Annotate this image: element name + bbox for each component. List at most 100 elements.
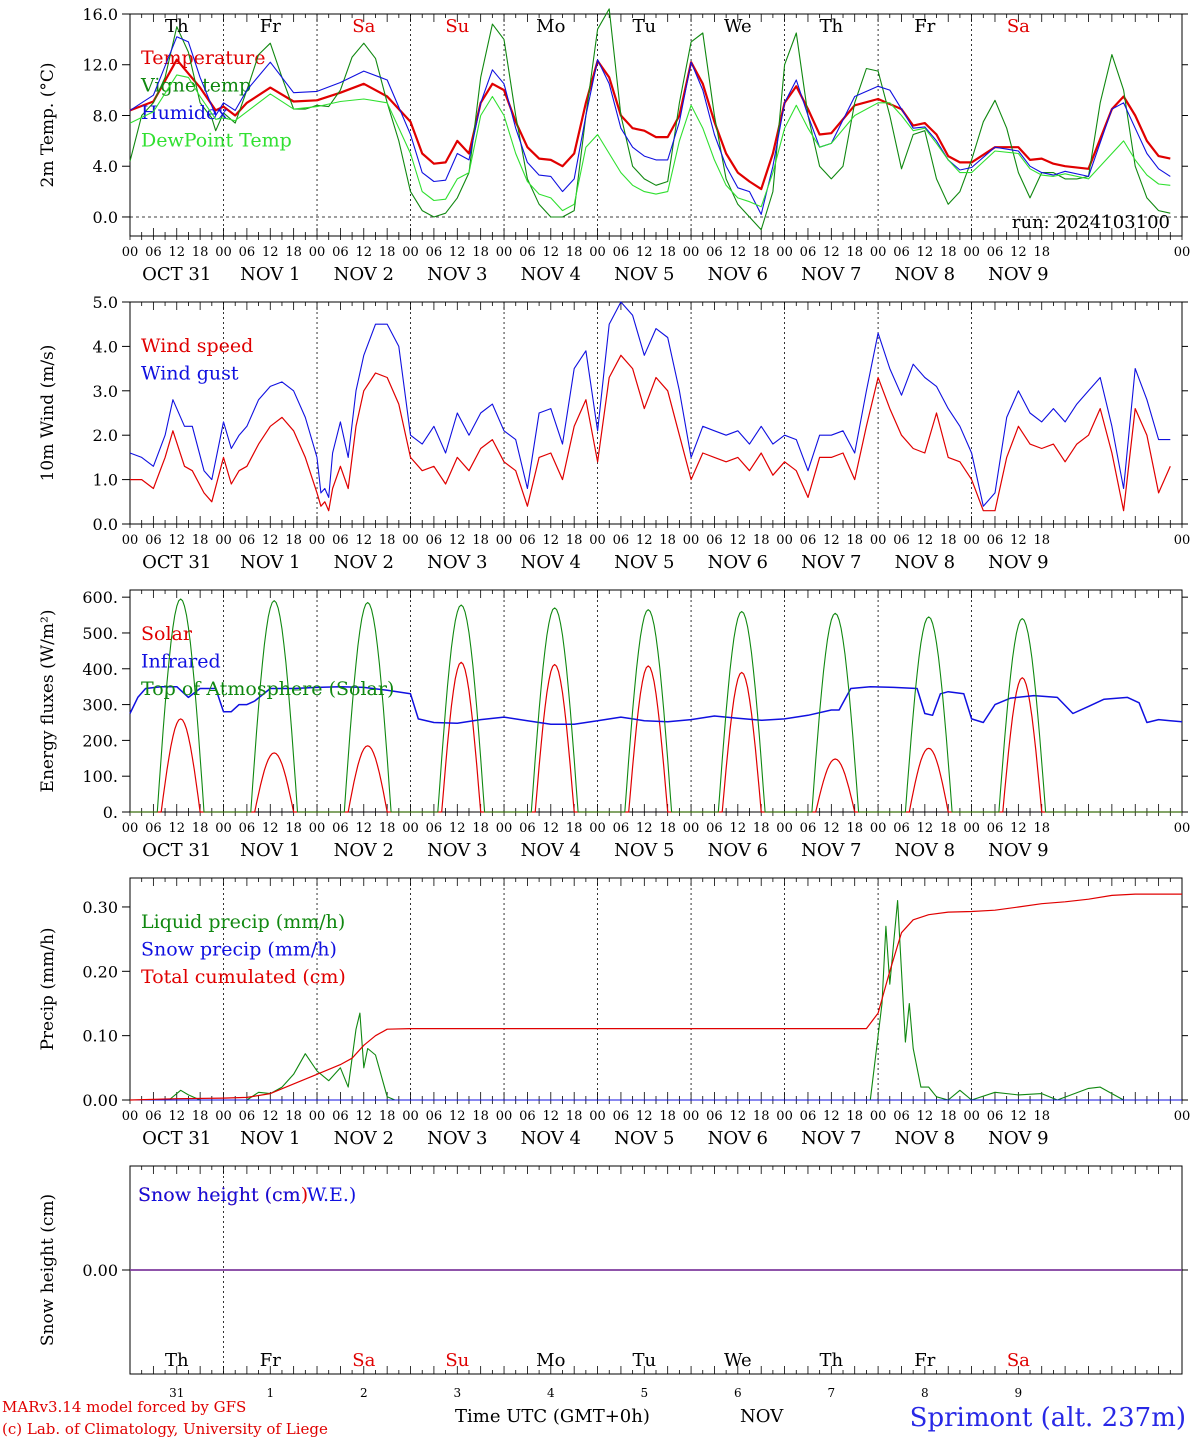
hour-label: 06 [706, 533, 723, 548]
y-axis-label: 10m Wind (m/s) [38, 345, 58, 482]
hour-label: 12 [168, 1109, 185, 1124]
hour-label: 06 [893, 821, 910, 836]
hour-label: 00 [496, 245, 513, 260]
date-label: NOV 9 [988, 264, 1048, 285]
hour-label: 06 [800, 533, 817, 548]
hour-label: 18 [753, 1109, 770, 1124]
hour-label: 18 [285, 821, 302, 836]
hour-label: 12 [262, 821, 279, 836]
hour-label: 00 [402, 1109, 419, 1124]
weekday-label: We [724, 16, 752, 37]
date-label: OCT 31 [142, 552, 211, 573]
hour-label: 06 [613, 245, 630, 260]
hour-label: 00 [122, 245, 139, 260]
month-label: NOV [740, 1406, 784, 1427]
weekday-label: Su [445, 16, 469, 37]
hour-label: 06 [239, 1109, 256, 1124]
hour-label: 12 [262, 245, 279, 260]
hour-label: 12 [543, 533, 560, 548]
chart-panel-2: 0.0 1.0 2.0 3.0 4.0 5.0 10m Wind (m/s) 00 06 12 18… [38, 293, 1190, 573]
y-tick-label: 1.0 [93, 471, 118, 490]
legend-entry: Infrared [141, 651, 221, 673]
hour-label: 18 [192, 1109, 209, 1124]
date-label: NOV 8 [895, 264, 955, 285]
y-tick-label: 0.00 [82, 1091, 118, 1110]
hour-label: 00 [1174, 821, 1191, 836]
hour-label: 12 [636, 533, 653, 548]
chart-panel-3: 0. 100. 200. 300. 400. 500. 600. Energy fluxes … [38, 588, 1190, 861]
hour-label: 12 [356, 821, 373, 836]
date-label: NOV 2 [334, 1128, 394, 1149]
hour-label: 06 [800, 1109, 817, 1124]
legend-entry: Snow precip (mm/h) [141, 939, 337, 961]
hour-label: 00 [963, 533, 980, 548]
hour-label: 06 [519, 533, 536, 548]
y-tick-label: 500. [82, 624, 118, 643]
hour-label: 18 [472, 245, 489, 260]
hour-label: 12 [449, 821, 466, 836]
y-tick-label: 5.0 [93, 293, 118, 312]
hour-label: 18 [940, 1109, 957, 1124]
y-axis-label: Precip (mm/h) [38, 927, 58, 1050]
hour-label: 12 [543, 245, 560, 260]
hour-label: 00 [309, 821, 326, 836]
hour-label: 06 [893, 533, 910, 548]
hour-label: 00 [963, 1109, 980, 1124]
hour-label: 18 [659, 533, 676, 548]
legend-entry: Wind gust [141, 363, 239, 385]
y-axis-label: Snow height (cm) [38, 1194, 58, 1346]
plot-frame [129, 301, 1183, 525]
hour-label: 00 [402, 533, 419, 548]
hour-label: 18 [472, 533, 489, 548]
hour-label: 00 [215, 821, 232, 836]
day-number-label: 1 [266, 1386, 274, 1400]
date-label: NOV 3 [427, 552, 487, 573]
hour-label: 18 [846, 1109, 863, 1124]
hour-label: 12 [449, 245, 466, 260]
hour-label: 06 [613, 821, 630, 836]
hour-label: 18 [379, 821, 396, 836]
hour-label: 18 [659, 1109, 676, 1124]
weekday-label: Th [165, 16, 189, 37]
hour-label: 12 [1010, 1109, 1027, 1124]
hour-label: 18 [285, 533, 302, 548]
date-label: NOV 7 [801, 840, 861, 861]
y-tick-label: 12.0 [82, 56, 118, 75]
weekday-label: Fr [260, 1350, 281, 1371]
hour-label: 18 [192, 821, 209, 836]
hour-label: 06 [426, 821, 443, 836]
date-label: NOV 8 [895, 552, 955, 573]
y-tick-label: 0.30 [82, 898, 118, 917]
weekday-label: Tu [633, 16, 657, 37]
hour-label: 18 [940, 245, 957, 260]
date-label: NOV 1 [240, 1128, 300, 1149]
weekday-label: Mo [536, 16, 565, 37]
hour-label: 12 [636, 821, 653, 836]
hour-label: 00 [776, 1109, 793, 1124]
hour-label: 00 [589, 821, 606, 836]
hour-label: 00 [402, 245, 419, 260]
hour-label: 00 [122, 533, 139, 548]
hour-label: 00 [870, 533, 887, 548]
chart-panel-4: 0.00 0.10 0.20 0.30 Precip (mm/h) 00 06 12 18 OCT… [38, 877, 1190, 1149]
hour-label: 12 [356, 533, 373, 548]
weekday-label: Sa [352, 16, 375, 37]
hour-label: 12 [262, 533, 279, 548]
hour-label: 00 [870, 245, 887, 260]
station-label: Sprimont (alt. 237m) [909, 1403, 1186, 1433]
hour-label: 06 [332, 1109, 349, 1124]
hour-label: 06 [239, 245, 256, 260]
series-line [129, 8, 1171, 231]
y-tick-label: 16.0 [82, 5, 118, 24]
weekday-label: Fr [914, 1350, 935, 1371]
date-label: OCT 31 [142, 264, 211, 285]
hour-label: 18 [1033, 821, 1050, 836]
date-label: NOV 2 [334, 264, 394, 285]
hour-label: 12 [636, 1109, 653, 1124]
date-label: NOV 4 [521, 552, 581, 573]
date-label: NOV 3 [427, 264, 487, 285]
hour-label: 00 [1174, 533, 1191, 548]
hour-label: 00 [309, 245, 326, 260]
weekday-label: We [724, 1350, 752, 1371]
